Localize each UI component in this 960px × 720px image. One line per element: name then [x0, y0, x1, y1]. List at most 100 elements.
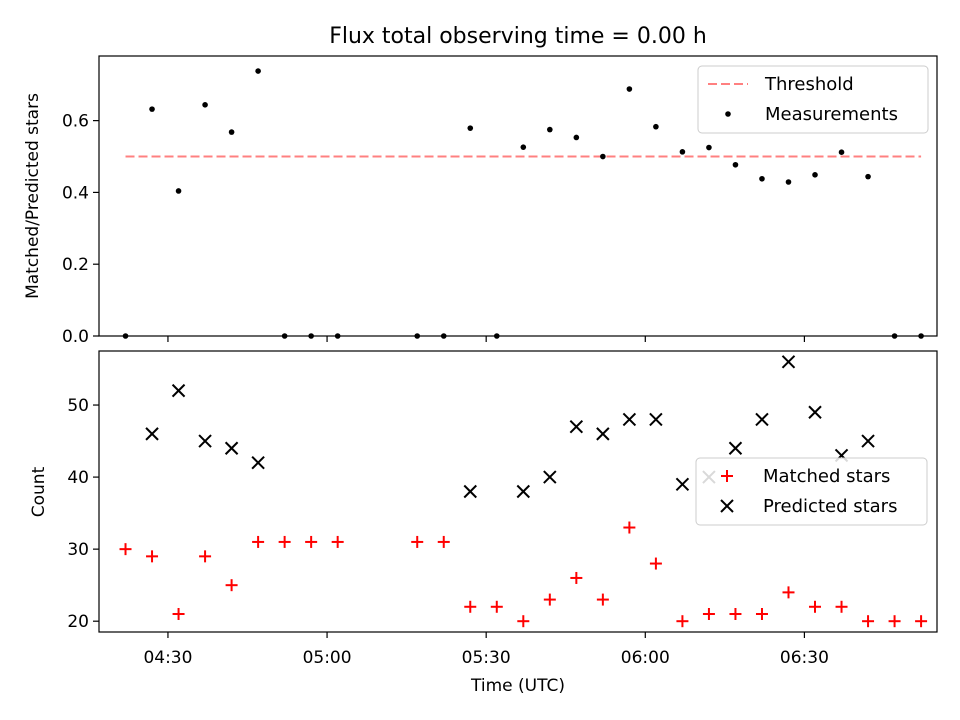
count-y-tick-label-2: 40 — [67, 468, 89, 488]
measurement-point-8 — [334, 333, 341, 339]
count-legend-box — [695, 457, 928, 526]
matched-star-point-4 — [225, 579, 238, 592]
matched-star-point-26 — [862, 615, 875, 628]
measurement-point-23 — [785, 179, 792, 185]
predicted-star-point-5 — [463, 484, 477, 499]
measurement-point-11 — [467, 125, 474, 131]
measurement-point-6 — [281, 333, 288, 339]
predicted-star-point-10 — [622, 412, 637, 427]
ratio-y-tick-label-0: 0.0 — [62, 327, 89, 347]
measurement-point-5 — [255, 68, 261, 74]
ratio-legend: Threshold Measurements — [697, 65, 929, 134]
measurement-point-22 — [759, 175, 765, 182]
measurement-point-24 — [812, 172, 818, 178]
ratio-plot-frame — [98, 55, 938, 337]
count-y-tick-label-3: 50 — [67, 396, 89, 416]
matched-star-point-16 — [596, 593, 609, 606]
matched-star-point-11 — [464, 600, 477, 613]
legend-threshold-label: Threshold — [764, 74, 854, 95]
x-axis-label: Time (UTC) — [470, 676, 565, 696]
predicted-star-point-0 — [145, 427, 159, 441]
matched-star-point-14 — [543, 593, 556, 606]
measurement-point-13 — [520, 144, 527, 150]
predicted-star-point-7 — [543, 470, 557, 484]
measurement-point-16 — [600, 153, 606, 160]
matched-star-point-23 — [782, 586, 795, 599]
measurement-point-21 — [732, 161, 739, 168]
matched-star-point-5 — [252, 535, 265, 548]
matched-star-point-3 — [199, 550, 212, 563]
matched-star-point-15 — [570, 571, 583, 584]
matched-star-point-28 — [915, 615, 928, 628]
x-tick-label-4: 06:30 — [780, 648, 829, 668]
count-y-tick-label-0: 20 — [67, 612, 89, 632]
measurement-point-19 — [679, 149, 686, 155]
measurement-point-20 — [706, 144, 712, 151]
ratio-y-tick-label-1: 0.2 — [62, 255, 89, 275]
matched-star-point-1 — [146, 550, 159, 563]
predicted-star-point-1 — [171, 383, 186, 398]
measurement-point-26 — [865, 173, 871, 180]
matched-star-point-13 — [517, 615, 530, 628]
matched-star-point-22 — [755, 607, 768, 620]
ratio-y-tick-label-3: 0.6 — [62, 112, 89, 132]
matched-star-point-17 — [623, 521, 636, 534]
x-tick-label-3: 06:00 — [621, 648, 670, 668]
matched-star-point-0 — [119, 543, 132, 556]
count-y-ticks: 20 30 40 50 — [67, 396, 99, 632]
measurement-point-1 — [149, 106, 155, 112]
x-tick-label-2: 05:30 — [462, 648, 511, 668]
measurement-point-28 — [918, 333, 924, 339]
matched-star-point-25 — [835, 600, 848, 613]
measurement-point-14 — [547, 126, 553, 133]
predicted-star-point-14 — [728, 441, 743, 455]
legend-matched-label: Matched stars — [763, 466, 890, 487]
predicted-star-point-8 — [569, 419, 584, 434]
measurement-point-18 — [653, 123, 659, 130]
predicted-star-point-2 — [198, 434, 212, 448]
count-y-tick-label-1: 30 — [67, 540, 89, 560]
legend-matched-swatch — [721, 470, 733, 482]
measurement-point-12 — [493, 333, 500, 339]
matched-star-point-12 — [490, 600, 503, 613]
measurement-point-10 — [440, 333, 447, 339]
measurement-point-4 — [228, 129, 235, 135]
matched-star-point-6 — [278, 535, 291, 548]
matched-star-point-8 — [331, 535, 344, 548]
predicted-star-point-4 — [251, 455, 265, 470]
measurement-point-27 — [891, 333, 898, 339]
ratio-x-ticks — [167, 336, 806, 342]
legend-predicted-label: Predicted stars — [763, 496, 897, 517]
count-points — [119, 355, 928, 628]
predicted-star-point-11 — [649, 412, 663, 427]
legend-measurements-swatch — [725, 111, 731, 117]
predicted-star-point-19 — [861, 434, 875, 448]
chart-title: Flux total observing time = 0.00 h — [329, 24, 707, 49]
legend-predicted-swatch — [720, 499, 734, 513]
x-tick-label-0: 04:30 — [143, 648, 192, 668]
count-x-ticks: 04:30 05:00 05:30 06:00 06:30 — [143, 632, 829, 668]
matched-star-point-18 — [649, 557, 662, 570]
predicted-star-point-6 — [516, 484, 531, 499]
measurement-point-0 — [122, 333, 129, 339]
matched-star-point-2 — [172, 607, 185, 620]
measurement-point-17 — [626, 86, 633, 92]
matched-star-point-7 — [305, 535, 318, 548]
count-plot-frame — [98, 350, 938, 633]
predicted-star-point-9 — [596, 427, 610, 441]
measurement-point-25 — [838, 149, 845, 156]
measurement-point-2 — [175, 188, 182, 194]
predicted-star-point-15 — [755, 412, 769, 427]
predicted-star-point-16 — [781, 355, 796, 369]
count-legend: Matched stars Predicted stars — [695, 457, 928, 526]
measurement-point-9 — [414, 333, 421, 339]
measurement-point-3 — [202, 102, 208, 108]
predicted-star-point-3 — [224, 441, 239, 455]
predicted-star-point-12 — [675, 477, 690, 492]
count-y-label: Count — [29, 466, 49, 517]
measurement-points — [122, 68, 924, 339]
count-panel: 20 30 40 50 04:30 05:00 05:30 06:00 06:30 Count… — [29, 350, 938, 696]
ratio-y-tick-label-2: 0.4 — [62, 183, 89, 203]
ratio-legend-box — [697, 65, 929, 134]
